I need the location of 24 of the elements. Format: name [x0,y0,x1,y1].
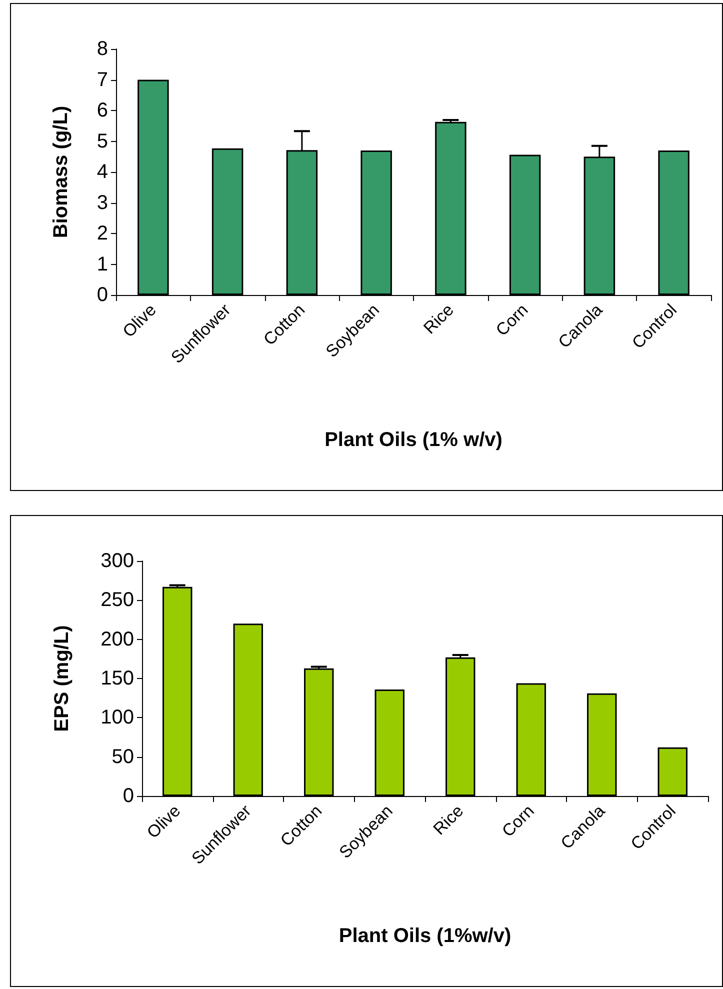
y-tick-label: 50 [112,746,134,768]
y-tick-label: 100 [100,706,134,729]
y-tick-label: 0 [122,785,134,807]
x-tick-label: Rice [420,300,458,338]
y-tick-label: 250 [100,589,134,612]
x-tick-label: Rice [430,801,468,839]
y-tick-label: 4 [96,161,108,183]
y-tick-label: 3 [96,192,108,214]
y-tick-label: 150 [100,668,134,690]
y-tick-label: 0 [96,284,108,306]
x-axis-title: Plant Oils (1%w/v) [338,925,512,947]
y-tick-label: 200 [100,628,134,650]
x-axis-title: Plant Oils (1% w/v) [324,429,502,451]
y-axis-title: EPS (mg/L) [51,625,73,732]
y-tick-label: 2 [96,222,108,244]
x-tick-label: Corn [492,300,532,340]
y-tick-label: 7 [96,68,108,91]
y-tick-label: 6 [96,100,108,122]
y-tick-label: 300 [100,550,134,572]
y-tick-label: 8 [96,38,108,60]
y-tick-label: 1 [96,253,108,276]
x-tick-label: Corn [498,801,538,841]
y-tick-label: 5 [96,130,108,152]
y-axis-title: Biomass (g/L) [50,106,72,238]
